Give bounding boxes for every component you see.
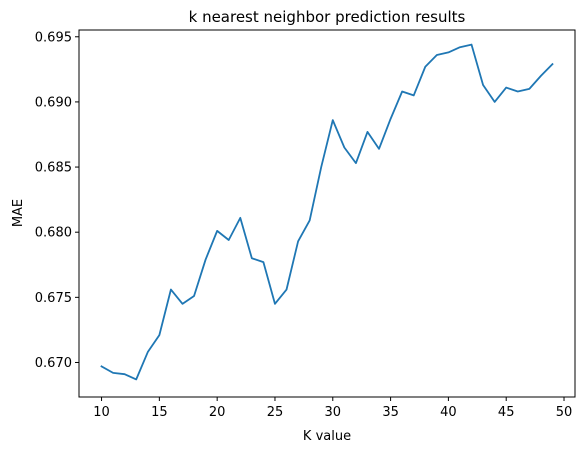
x-tick-label: 30 [325,405,342,420]
series-line [100,43,554,381]
x-tick-label: 25 [267,405,284,420]
x-tick-label: 45 [498,405,515,420]
x-tick-label: 35 [382,405,399,420]
y-tick-label: 0.680 [35,226,72,241]
x-tick-label: 10 [93,405,110,420]
chart-title: k nearest neighbor prediction results [189,8,466,26]
x-tick-label: 40 [440,405,457,420]
y-tick-label: 0.685 [35,161,72,176]
x-tick-label: 50 [556,405,573,420]
x-axis: 10 15 20 25 30 35 40 45 50 [93,397,572,420]
x-tick-label: 15 [151,405,168,420]
plot-frame [78,29,576,398]
plot-area [100,43,554,381]
y-tick-label: 0.695 [35,30,72,45]
y-axis: 0.670 0.675 0.680 0.685 0.690 0.695 [35,30,79,371]
y-axis-label: MAE [11,199,26,227]
x-tick-label: 20 [209,405,226,420]
y-tick-label: 0.675 [35,291,72,306]
x-axis-label: K value [303,429,351,444]
y-tick-label: 0.670 [35,356,72,371]
y-tick-label: 0.690 [35,95,72,110]
